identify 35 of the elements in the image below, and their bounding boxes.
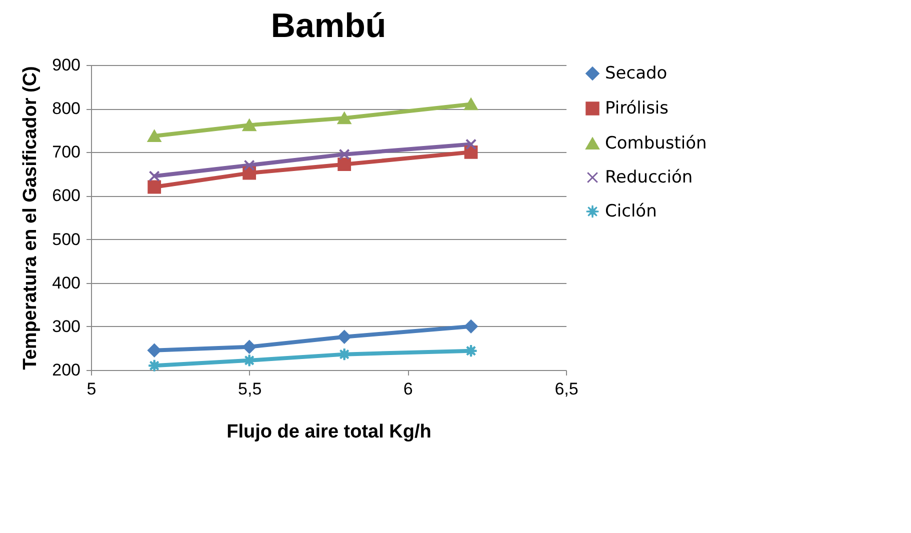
x-tick-label: 6 — [403, 380, 413, 398]
legend-label: Ciclón — [605, 202, 657, 222]
y-tick-label: 200 — [52, 360, 80, 380]
point — [338, 158, 352, 172]
x-axis-title: Flujo de aire total Kg/h — [226, 422, 432, 442]
point — [464, 320, 478, 334]
legend-label: Reducción — [605, 168, 693, 188]
y-tick-label: 700 — [52, 142, 80, 162]
point — [148, 130, 162, 142]
point — [338, 112, 352, 124]
legend-label: Pirólisis — [605, 98, 669, 118]
point — [148, 170, 160, 182]
point — [242, 340, 256, 354]
legend-label: Combustión — [605, 134, 707, 154]
y-axis-title: Temperatura en el Gasificador (C) — [20, 66, 42, 370]
point — [465, 138, 477, 150]
point — [464, 98, 478, 110]
x-tick-label: 5 — [86, 380, 96, 398]
point — [242, 166, 256, 180]
x-tick-label: 6,5 — [554, 380, 578, 398]
chart-title: Bambú — [270, 7, 386, 45]
x-tick-label: 5,5 — [238, 380, 262, 398]
y-tick-label: 900 — [52, 56, 80, 74]
point — [148, 344, 162, 358]
y-tick-label: 800 — [52, 99, 80, 118]
y-tick-label: 600 — [52, 186, 80, 206]
y-tick-label: 500 — [52, 230, 80, 249]
point — [338, 148, 350, 160]
point — [338, 330, 352, 344]
y-tick-label: 300 — [52, 316, 80, 336]
y-tick-label: 400 — [52, 273, 80, 292]
point — [242, 119, 256, 132]
point — [148, 180, 162, 194]
point — [244, 160, 255, 171]
legend-label: Secado — [605, 64, 668, 84]
